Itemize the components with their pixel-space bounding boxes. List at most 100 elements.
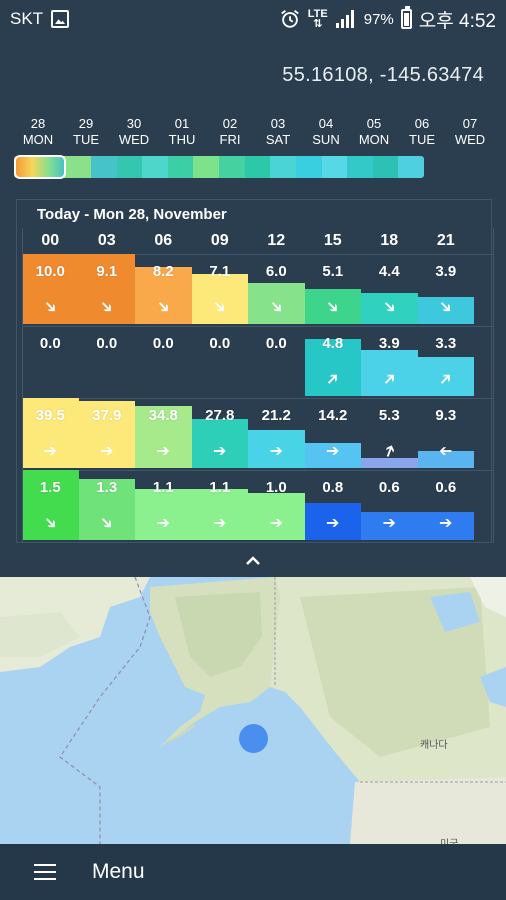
hour-label: 21 bbox=[436, 232, 455, 249]
direction-arrow-icon: ➔ bbox=[269, 443, 283, 460]
map-background bbox=[0, 577, 506, 844]
timeline-segment bbox=[90, 156, 117, 178]
grid-divider bbox=[22, 228, 23, 544]
day-number: 06 bbox=[414, 116, 430, 131]
timeline-segment bbox=[270, 156, 296, 178]
chevron-up-icon[interactable] bbox=[243, 553, 263, 569]
day-label[interactable]: 05 MON bbox=[350, 116, 398, 148]
bottom-bar: Menu bbox=[0, 844, 506, 900]
day-label[interactable]: 07 WED bbox=[446, 116, 494, 148]
forecast-value: 21.2 bbox=[261, 407, 291, 424]
timeline-segment bbox=[193, 156, 219, 178]
forecast-value: 27.8 bbox=[205, 407, 235, 424]
forecast-value: 0.0 bbox=[265, 335, 287, 352]
location-pin[interactable] bbox=[239, 724, 268, 753]
day-name: FRI bbox=[219, 132, 241, 147]
forecast-value: 39.5 bbox=[35, 407, 65, 424]
hour-label: 18 bbox=[380, 232, 399, 249]
forecast-value: 5.1 bbox=[322, 263, 344, 280]
forecast-value: 1.0 bbox=[265, 479, 287, 496]
gallery-notification-icon bbox=[51, 10, 70, 28]
forecast-timeline[interactable] bbox=[14, 156, 424, 178]
hour-label: 06 bbox=[154, 232, 173, 249]
direction-arrow-icon: ➔ bbox=[434, 296, 457, 319]
direction-arrow-icon: ➔ bbox=[322, 368, 344, 391]
direction-arrow-icon: ➔ bbox=[152, 296, 174, 319]
map-label-canada: 캐나다 bbox=[420, 740, 448, 751]
day-name: THU bbox=[168, 132, 196, 147]
day-label[interactable]: 30 WED bbox=[110, 116, 158, 148]
forecast-value: 5.3 bbox=[378, 407, 400, 424]
forecast-value: 6.0 bbox=[265, 263, 287, 280]
direction-arrow-icon: ➔ bbox=[378, 368, 401, 391]
forecast-value: 3.9 bbox=[435, 263, 457, 280]
carrier-label: SKT bbox=[10, 9, 44, 28]
forecast-grid: 00 03 06 09 12 15 18 21 10.0 ➔ 9.1 ➔ 8.2 ➔ 7.1 ➔ 6.0 ➔ 5.… bbox=[22, 228, 494, 544]
day-label[interactable]: 06 TUE bbox=[398, 116, 446, 148]
forecast-bar bbox=[78, 479, 135, 540]
forecast-bar bbox=[417, 357, 474, 396]
forecast-bar bbox=[361, 350, 418, 396]
hour-label: 03 bbox=[97, 232, 116, 249]
forecast-row-gust: 0.0 0.0 0.0 0.0 0.0 4.8 ➔ 3.9 ➔ 3.3 ➔ bbox=[22, 326, 493, 396]
grid-divider bbox=[493, 228, 494, 544]
forecast-value: 9.1 bbox=[96, 263, 118, 280]
direction-arrow-icon: ➔ bbox=[326, 515, 340, 532]
forecast-bar bbox=[417, 297, 474, 324]
hamburger-menu-icon[interactable] bbox=[34, 864, 56, 880]
forecast-value: 7.1 bbox=[209, 263, 231, 280]
direction-arrow-icon: ➔ bbox=[269, 515, 283, 532]
direction-arrow-icon: ➔ bbox=[378, 296, 400, 319]
forecast-card[interactable]: Today - Mon 28, November 00 03 06 09 12 15 18 2… bbox=[16, 199, 494, 544]
day-label[interactable]: 03 SAT bbox=[254, 116, 302, 148]
day-name: SAT bbox=[265, 132, 291, 147]
forecast-bar bbox=[417, 451, 474, 468]
map-view[interactable]: 캐나다 미국 bbox=[0, 577, 506, 844]
day-name: TUE bbox=[73, 132, 99, 147]
lte-indicator: LTE ⇅ bbox=[307, 8, 328, 30]
day-number: 03 bbox=[270, 116, 286, 131]
timeline-segment bbox=[372, 156, 399, 178]
forecast-bar bbox=[22, 254, 79, 324]
direction-arrow-icon: ➔ bbox=[100, 443, 114, 460]
forecast-row-wind: 10.0 ➔ 9.1 ➔ 8.2 ➔ 7.1 ➔ 6.0 ➔ 5.1 ➔ 4.4 ➔ 3.9 ➔ bbox=[22, 254, 493, 324]
forecast-value: 4.4 bbox=[378, 263, 400, 280]
forecast-row-period: 1.5 ➔ 1.3 ➔ 1.1 ➔ 1.1 ➔ 1.0 ➔ 0.8 ➔ 0.6 ➔ 0.6 ➔ bbox=[22, 470, 493, 540]
forecast-bar bbox=[191, 419, 248, 468]
status-bar: SKT LTE ⇅ 97% 오후 4:52 bbox=[0, 0, 506, 38]
location-coordinates[interactable]: 55.16108, -145.63474 bbox=[282, 64, 484, 86]
forecast-value: 1.5 bbox=[39, 479, 61, 496]
day-name: MON bbox=[358, 132, 390, 147]
day-label[interactable]: 28 MON bbox=[14, 116, 62, 148]
forecast-bar bbox=[191, 274, 248, 324]
day-number: 04 bbox=[318, 116, 334, 131]
forecast-bar bbox=[248, 430, 305, 468]
forecast-value: 3.9 bbox=[378, 335, 400, 352]
direction-arrow-icon: ➔ bbox=[213, 443, 227, 460]
timeline-segment bbox=[295, 156, 322, 178]
day-name: WED bbox=[118, 132, 150, 147]
day-label[interactable]: 29 TUE bbox=[62, 116, 110, 148]
forecast-bar bbox=[78, 254, 135, 324]
day-label[interactable]: 04 SUN bbox=[302, 116, 350, 148]
forecast-bar bbox=[191, 489, 248, 540]
forecast-bar bbox=[304, 339, 361, 396]
timeline-selection-handle[interactable] bbox=[14, 155, 66, 179]
direction-arrow-icon: ➔ bbox=[382, 515, 396, 532]
day-number: 30 bbox=[126, 116, 142, 131]
forecast-title: Today - Mon 28, November bbox=[37, 206, 227, 223]
forecast-bar bbox=[361, 512, 418, 540]
forecast-bar bbox=[417, 512, 474, 540]
menu-button[interactable]: Menu bbox=[92, 860, 145, 883]
forecast-bar bbox=[304, 443, 361, 468]
day-name: MON bbox=[22, 132, 54, 147]
direction-arrow-icon: ➔ bbox=[156, 515, 170, 532]
timeline-segment bbox=[116, 156, 143, 178]
direction-arrow-icon: ➔ bbox=[213, 515, 227, 532]
day-label[interactable]: 02 FRI bbox=[206, 116, 254, 148]
direction-arrow-icon: ➔ bbox=[43, 443, 57, 460]
forecast-value: 0.6 bbox=[435, 479, 457, 496]
day-label[interactable]: 01 THU bbox=[158, 116, 206, 148]
forecast-value: 10.0 bbox=[35, 263, 65, 280]
forecast-value: 8.2 bbox=[152, 263, 174, 280]
